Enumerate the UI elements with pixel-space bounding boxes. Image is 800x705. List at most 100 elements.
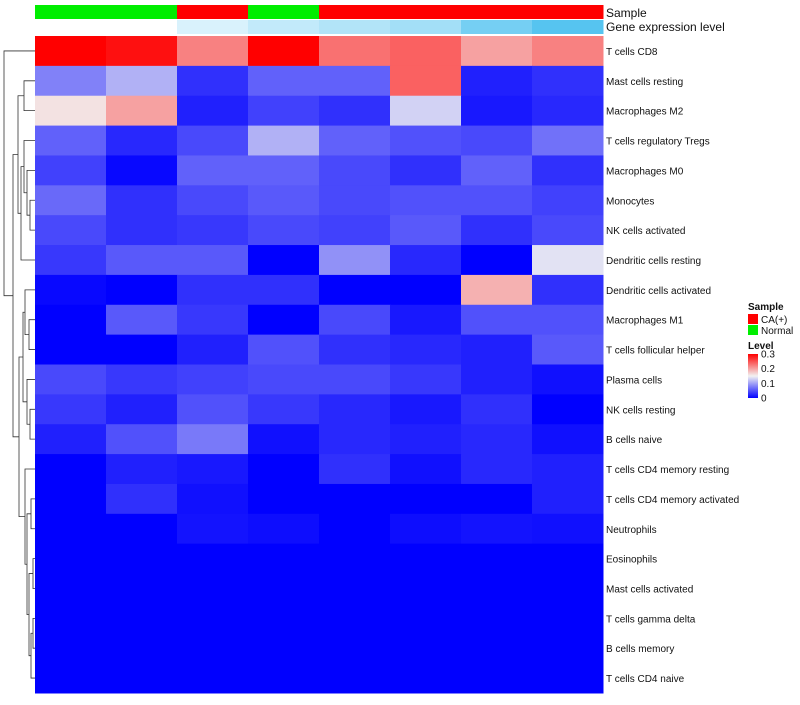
expression-annotation-cell	[248, 20, 320, 34]
heatmap-cell	[319, 543, 391, 575]
heatmap-cell	[106, 454, 178, 485]
dendrogram-branch	[23, 140, 35, 194]
heatmap-cell	[177, 245, 249, 276]
dendrogram-branch	[32, 617, 35, 649]
heatmap-cell	[390, 633, 462, 664]
heatmap-cell	[248, 304, 320, 336]
heatmap-cell	[461, 483, 533, 515]
heatmap-cell	[390, 394, 462, 425]
heatmap-cell	[177, 603, 249, 634]
heatmap-cell	[390, 663, 462, 694]
heatmap-cell	[35, 65, 107, 97]
heatmap-cell	[461, 304, 533, 336]
heatmap-cell	[248, 424, 320, 455]
heatmap-cell	[177, 543, 249, 575]
annotation-label-sample: Sample	[606, 6, 647, 20]
heatmap-cell	[532, 364, 604, 395]
heatmap-cell	[461, 155, 533, 186]
heatmap-cell	[106, 155, 178, 186]
heatmap-cell	[319, 603, 391, 634]
row-label: Mast cells activated	[606, 584, 693, 595]
heatmap-cell	[390, 513, 462, 545]
heatmap-cell	[106, 185, 178, 216]
legend-tick-label: 0.3	[761, 350, 775, 361]
row-label: T cells CD8	[606, 47, 658, 58]
heatmap-cell	[532, 424, 604, 455]
heatmap-cell	[35, 513, 107, 545]
heatmap-cell	[532, 65, 604, 97]
heatmap-cell	[532, 454, 604, 485]
heatmap-cell	[319, 215, 391, 246]
row-dendrogram	[3, 50, 35, 679]
heatmap-cell	[106, 364, 178, 395]
heatmap-cell	[106, 394, 178, 425]
legend-tick-label: 0	[761, 394, 767, 405]
heatmap-cell	[177, 454, 249, 485]
heatmap-cell	[248, 125, 320, 156]
expression-annotation-cell	[461, 20, 533, 34]
heatmap-cell	[177, 155, 249, 186]
heatmap-cell	[106, 633, 178, 664]
sample-annotation-cell	[177, 5, 249, 19]
heatmap-cell	[177, 483, 249, 515]
dendrogram-branch	[23, 80, 35, 112]
heatmap-cell	[319, 334, 391, 365]
heatmap-cell	[35, 215, 107, 246]
heatmap-cell	[461, 364, 533, 395]
heatmap-cell	[106, 304, 178, 336]
expression-annotation-cell	[106, 20, 178, 34]
heatmap-cell	[532, 125, 604, 156]
dendrogram-branch	[32, 558, 35, 589]
heatmap-cell	[319, 274, 391, 306]
heatmap-cell	[106, 36, 178, 67]
row-label: Dendritic cells activated	[606, 286, 711, 297]
heatmap-cell	[177, 394, 249, 425]
heatmap-cell	[35, 245, 107, 276]
sample-annotation-cell	[461, 5, 533, 19]
row-label: Neutrophils	[606, 525, 657, 536]
heatmap-cell	[390, 65, 462, 97]
heatmap-cell	[35, 483, 107, 515]
heatmap-cell	[248, 185, 320, 216]
heatmap-cell	[248, 95, 320, 127]
legend-title-sample: Sample	[748, 302, 784, 313]
heatmap-cell	[106, 424, 178, 455]
heatmap-cell	[248, 454, 320, 485]
heatmap-cell	[35, 274, 107, 306]
heatmap-cell	[106, 663, 178, 694]
row-label: Plasma cells	[606, 375, 662, 386]
heatmap-cell	[177, 125, 249, 156]
sample-annotation-cell	[390, 5, 462, 19]
heatmap-cell	[461, 513, 533, 545]
heatmap-cell	[532, 245, 604, 276]
dendrogram-branch	[18, 356, 25, 518]
dendrogram-branch	[29, 199, 35, 231]
heatmap-cell	[248, 483, 320, 515]
heatmap-cell	[461, 603, 533, 634]
heatmap-cell	[461, 454, 533, 485]
heatmap-cell	[319, 125, 391, 156]
heatmap-cell	[532, 394, 604, 425]
heatmap-cell	[319, 36, 391, 67]
heatmap-cell	[248, 663, 320, 694]
row-label: NK cells activated	[606, 226, 685, 237]
heatmap-cell	[532, 304, 604, 336]
heatmap-cell	[461, 633, 533, 664]
heatmap-cell	[319, 454, 391, 485]
heatmap-cell	[532, 543, 604, 575]
heatmap-cell	[248, 603, 320, 634]
heatmap-cell	[35, 573, 107, 604]
heatmap-cell	[319, 95, 391, 127]
heatmap-cell	[106, 125, 178, 156]
heatmap-cell	[390, 483, 462, 515]
heatmap-cell	[461, 394, 533, 425]
heatmap-cell	[532, 215, 604, 246]
row-label: Monocytes	[606, 196, 654, 207]
heatmap-cell	[35, 185, 107, 216]
heatmap-cell	[35, 155, 107, 186]
heatmap-cell	[532, 95, 604, 127]
heatmap-cell	[390, 304, 462, 336]
row-label: T cells CD4 naive	[606, 674, 685, 685]
expression-annotation-cell	[319, 20, 391, 34]
heatmap-cell	[390, 603, 462, 634]
